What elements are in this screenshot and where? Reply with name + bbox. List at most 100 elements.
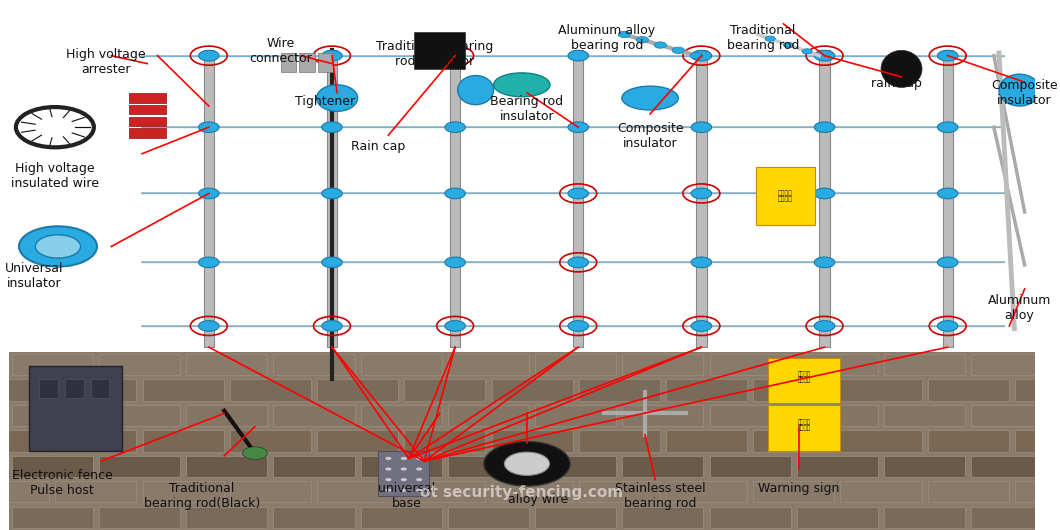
Circle shape — [937, 50, 958, 61]
Bar — [317, 379, 399, 401]
Bar — [281, 53, 296, 72]
Bar — [666, 379, 747, 401]
Circle shape — [937, 321, 958, 331]
Bar — [187, 405, 267, 426]
Bar — [39, 379, 58, 398]
Bar — [128, 117, 165, 126]
Ellipse shape — [317, 85, 357, 111]
Bar — [535, 405, 616, 426]
Bar — [709, 354, 791, 375]
Circle shape — [691, 188, 711, 199]
Bar — [0, 379, 49, 401]
Bar — [128, 128, 165, 138]
Bar — [12, 354, 93, 375]
Text: Rain cap: Rain cap — [351, 140, 405, 154]
Bar — [99, 405, 180, 426]
Circle shape — [321, 122, 342, 132]
Bar — [928, 481, 1009, 502]
Circle shape — [321, 188, 342, 199]
Circle shape — [417, 457, 422, 460]
Bar — [448, 507, 529, 528]
Bar — [709, 507, 791, 528]
Ellipse shape — [881, 50, 922, 87]
Text: Traditional bearing
rod insulator: Traditional bearing rod insulator — [376, 40, 493, 68]
Bar — [756, 167, 815, 225]
Bar — [884, 456, 965, 477]
Bar — [797, 354, 878, 375]
Bar — [187, 507, 267, 528]
Circle shape — [765, 36, 775, 41]
Bar — [797, 456, 878, 477]
Bar — [819, 50, 830, 347]
Bar — [841, 379, 921, 401]
Circle shape — [401, 467, 407, 471]
Bar — [128, 93, 165, 103]
Bar — [55, 481, 137, 502]
Bar — [230, 481, 311, 502]
Circle shape — [937, 122, 958, 132]
Bar — [709, 405, 791, 426]
Bar — [187, 354, 267, 375]
Circle shape — [636, 37, 649, 43]
Bar — [318, 53, 333, 72]
Circle shape — [386, 478, 391, 481]
Text: Wire
connector: Wire connector — [249, 37, 312, 65]
Circle shape — [198, 50, 219, 61]
Bar — [797, 507, 878, 528]
Bar — [12, 456, 93, 477]
Bar — [404, 430, 485, 452]
Bar — [448, 354, 529, 375]
Circle shape — [198, 257, 219, 268]
Bar — [579, 481, 659, 502]
Text: ot security-fencing.com: ot security-fencing.com — [420, 485, 623, 500]
Bar — [360, 456, 442, 477]
Circle shape — [417, 467, 422, 471]
Text: Aluminum alloy
bearing rod: Aluminum alloy bearing rod — [559, 24, 655, 52]
Circle shape — [814, 50, 835, 61]
Circle shape — [783, 42, 794, 48]
Circle shape — [568, 321, 588, 331]
Circle shape — [417, 478, 422, 481]
Bar — [696, 50, 707, 347]
Circle shape — [568, 257, 588, 268]
Circle shape — [19, 226, 96, 267]
Circle shape — [814, 321, 835, 331]
Ellipse shape — [458, 76, 494, 105]
Circle shape — [814, 257, 835, 268]
Bar — [99, 354, 180, 375]
Bar — [768, 358, 840, 403]
Text: Traditional
bearing rod: Traditional bearing rod — [727, 24, 799, 52]
Circle shape — [483, 441, 570, 486]
Bar — [841, 481, 921, 502]
Bar — [360, 354, 442, 375]
Bar — [579, 430, 659, 452]
Bar — [317, 481, 399, 502]
Bar — [414, 32, 465, 69]
Text: Bearing rod
insulator: Bearing rod insulator — [491, 95, 564, 123]
Text: Traditional
bearing rod(Black): Traditional bearing rod(Black) — [143, 482, 260, 510]
Text: Electronic fence
Pulse host: Electronic fence Pulse host — [12, 469, 112, 497]
Circle shape — [937, 188, 958, 199]
Bar — [360, 507, 442, 528]
Bar — [8, 352, 1035, 530]
Text: Universal
insulator: Universal insulator — [5, 262, 64, 290]
Bar — [754, 430, 834, 452]
Bar — [448, 456, 529, 477]
Bar — [573, 50, 583, 347]
Text: Aluminum
alloy: Aluminum alloy — [988, 294, 1052, 322]
Text: rain cap: rain cap — [871, 77, 922, 90]
Bar — [360, 405, 442, 426]
Bar — [317, 430, 399, 452]
Circle shape — [691, 50, 711, 61]
Bar — [378, 450, 429, 496]
Bar — [535, 354, 616, 375]
Bar — [709, 456, 791, 477]
Circle shape — [401, 457, 407, 460]
Circle shape — [505, 452, 549, 475]
Bar — [768, 405, 840, 450]
Circle shape — [618, 31, 631, 38]
Bar — [622, 507, 704, 528]
Bar — [666, 430, 747, 452]
Circle shape — [401, 489, 407, 492]
Bar — [99, 456, 180, 477]
